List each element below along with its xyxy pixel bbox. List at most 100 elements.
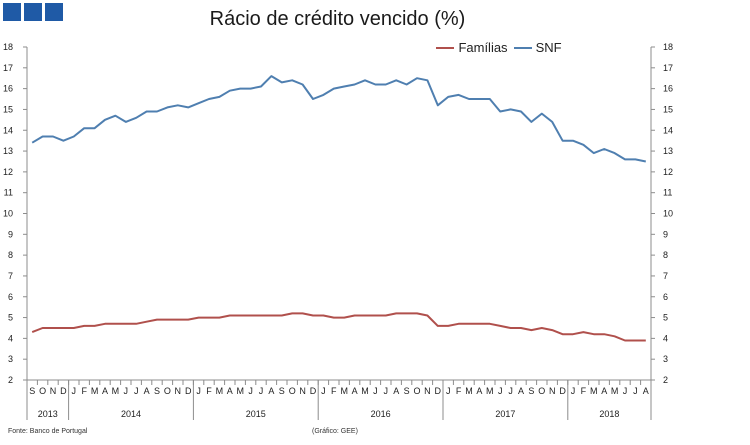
month-label: O	[538, 386, 545, 396]
month-label: J	[124, 386, 129, 396]
y-tick-label-right: 14	[663, 125, 673, 135]
month-label: S	[154, 386, 160, 396]
month-label: O	[39, 386, 46, 396]
month-label: M	[236, 386, 244, 396]
month-label: J	[623, 386, 628, 396]
month-label: A	[518, 386, 524, 396]
month-label: F	[456, 386, 462, 396]
month-label: J	[259, 386, 264, 396]
month-label: O	[413, 386, 420, 396]
credit-note: (Gráfico: GEE)	[312, 428, 358, 435]
y-tick-label-left: 11	[4, 188, 13, 198]
y-tick-label-left: 13	[3, 146, 13, 156]
month-label: A	[102, 386, 108, 396]
month-label: M	[91, 386, 99, 396]
month-label: J	[134, 386, 139, 396]
y-tick-label-left: 9	[8, 229, 13, 239]
year-label: 2016	[371, 409, 391, 419]
month-label: M	[112, 386, 120, 396]
month-label: A	[476, 386, 482, 396]
month-label: M	[486, 386, 494, 396]
y-tick-label-right: 11	[663, 188, 672, 198]
month-label: J	[446, 386, 451, 396]
legend-label-familias: Famílias	[458, 40, 508, 55]
month-label: M	[611, 386, 619, 396]
month-label: A	[144, 386, 150, 396]
y-tick-label-right: 2	[663, 375, 668, 385]
logo-block	[45, 3, 63, 21]
logo-block	[3, 3, 21, 21]
y-tick-label-right: 16	[663, 84, 673, 94]
month-label: A	[393, 386, 399, 396]
y-tick-label-left: 16	[3, 84, 13, 94]
y-tick-label-left: 4	[8, 333, 13, 343]
y-tick-label-right: 12	[663, 167, 673, 177]
chart-title: Rácio de crédito vencido (%)	[209, 8, 466, 30]
month-label: N	[50, 386, 57, 396]
month-label: F	[206, 386, 212, 396]
month-label: J	[321, 386, 326, 396]
month-label: D	[310, 386, 317, 396]
year-label: 2014	[121, 409, 141, 419]
legend-label-snf: SNF	[535, 40, 562, 55]
month-label: N	[549, 386, 556, 396]
month-label: N	[424, 386, 431, 396]
month-label: D	[60, 386, 67, 396]
y-tick-label-left: 10	[3, 209, 13, 219]
y-tick-label-right: 13	[663, 146, 673, 156]
chart-legend: Famílias SNF	[0, 40, 750, 55]
y-tick-label-right: 5	[663, 313, 668, 323]
month-label: F	[581, 386, 587, 396]
month-label: S	[279, 386, 285, 396]
month-label: S	[29, 386, 35, 396]
month-label: O	[164, 386, 171, 396]
legend-swatch-snf	[513, 46, 532, 49]
month-label: J	[196, 386, 201, 396]
y-tick-label-right: 10	[663, 209, 673, 219]
month-label: J	[72, 386, 77, 396]
y-tick-label-right: 8	[663, 250, 668, 260]
logo-block	[24, 3, 42, 21]
y-tick-label-left: 12	[3, 167, 13, 177]
y-tick-label-left: 2	[8, 375, 13, 385]
y-tick-label-right: 17	[663, 63, 673, 73]
y-tick-label-right: 9	[663, 229, 668, 239]
month-label: J	[384, 386, 389, 396]
year-label: 2017	[495, 409, 515, 419]
month-label: D	[559, 386, 566, 396]
y-tick-label-right: 4	[663, 333, 668, 343]
month-label: M	[216, 386, 224, 396]
series-line-familias	[31, 312, 646, 342]
month-label: S	[404, 386, 410, 396]
y-tick-label-left: 3	[8, 354, 13, 364]
month-label: O	[289, 386, 296, 396]
y-tick-label-left: 7	[8, 271, 13, 281]
month-label: D	[185, 386, 192, 396]
y-tick-label-right: 15	[663, 104, 673, 114]
month-label: J	[248, 386, 253, 396]
month-label: M	[361, 386, 369, 396]
month-label: J	[508, 386, 513, 396]
y-tick-label-left: 18	[3, 42, 13, 52]
year-label: 2015	[246, 409, 266, 419]
year-label: 2018	[599, 409, 619, 419]
y-tick-label-right: 7	[663, 271, 668, 281]
series-line-snf	[31, 75, 646, 163]
month-label: J	[373, 386, 378, 396]
month-label: N	[175, 386, 182, 396]
brand-logo	[3, 3, 63, 21]
year-label: 2013	[38, 409, 58, 419]
y-tick-label-left: 14	[3, 125, 13, 135]
y-tick-label-right: 18	[663, 42, 673, 52]
month-label: J	[498, 386, 503, 396]
month-label: J	[571, 386, 576, 396]
month-label: S	[528, 386, 534, 396]
month-label: M	[590, 386, 598, 396]
y-tick-label-right: 6	[663, 292, 668, 302]
month-label: A	[601, 386, 607, 396]
y-tick-label-left: 5	[8, 313, 13, 323]
month-label: A	[268, 386, 274, 396]
month-label: A	[643, 386, 649, 396]
y-tick-label-left: 8	[8, 250, 13, 260]
